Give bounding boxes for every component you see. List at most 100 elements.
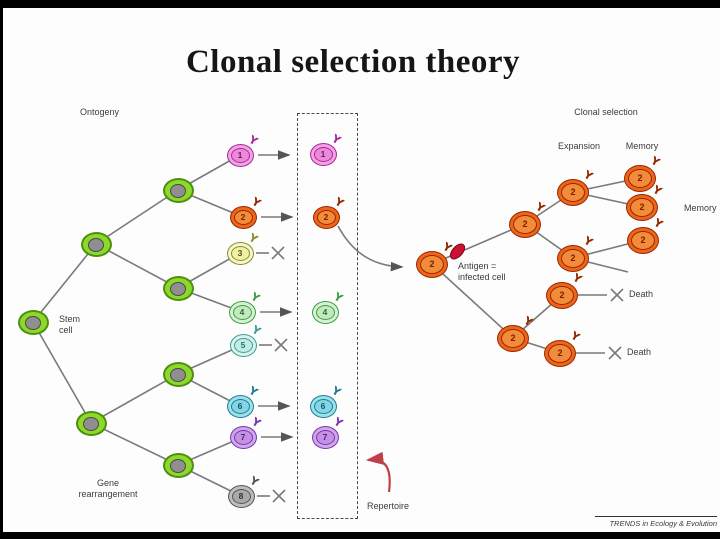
cell-number: 2 [513, 214, 537, 234]
nucleus [83, 417, 99, 432]
cell-number: 2 [501, 328, 525, 348]
label-expansion: Expansion [557, 141, 601, 151]
receptor-icon: Y [332, 194, 346, 210]
stem-cell [162, 452, 194, 478]
bottom-border-bar [0, 532, 720, 539]
cell-number: 3 [230, 245, 250, 261]
receptor-icon: Y [246, 230, 260, 246]
stem-cell [162, 275, 194, 301]
receptor-icon: Y [249, 414, 263, 430]
receptor-icon: Y [651, 215, 665, 231]
repertoire-box [297, 113, 358, 519]
journal-credit: TRENDS in Ecology & Evolution [595, 516, 717, 528]
label-stem-line2: cell [59, 325, 73, 335]
receptor-icon: Y [247, 473, 261, 489]
receptor-icon: Y [521, 313, 535, 329]
label-antigen-line1: Antigen = [458, 261, 497, 271]
nucleus [25, 316, 41, 331]
nucleus [170, 282, 186, 297]
receptor-icon: Y [246, 383, 260, 399]
cell-number: 6 [230, 398, 250, 414]
label-ontogeny: Ontogeny [80, 107, 120, 117]
repertoire-arrow [365, 451, 391, 493]
label-death-bottom: Death [627, 347, 652, 357]
label-gene-rearrangement: Gene rearrangement [58, 478, 158, 500]
cell-number: 2 [631, 230, 655, 250]
cell-number: 7 [233, 429, 253, 445]
receptor-icon: Y [329, 383, 343, 399]
cell-number: 2 [561, 182, 585, 202]
receptor-icon: Y [581, 233, 595, 249]
receptor-icon: Y [246, 132, 260, 148]
receptor-icon: Y [581, 167, 595, 183]
stem-cell [80, 231, 112, 257]
cell-number: 2 [628, 168, 652, 188]
cell-number: 6 [313, 398, 333, 414]
cell-number: 4 [315, 304, 335, 320]
cell-number: 2 [630, 197, 654, 217]
label-gene-line2: rearrangement [78, 489, 138, 499]
stem-cell [75, 410, 107, 436]
receptor-icon: Y [329, 131, 343, 147]
cell-number: 2 [548, 343, 572, 363]
nucleus [170, 184, 186, 199]
cell-number: 8 [231, 488, 251, 504]
receptor-icon: Y [331, 289, 345, 305]
label-memory-right: Memory [684, 203, 717, 213]
label-clonal-selection: Clonal selection [574, 107, 638, 117]
nucleus [170, 459, 186, 474]
receptor-icon: Y [648, 153, 662, 169]
receptor-icon: Y [248, 289, 262, 305]
stem-cell [17, 309, 49, 335]
label-stem-line1: Stem [59, 314, 81, 324]
receptor-icon: Y [331, 414, 345, 430]
cell-number: 1 [313, 146, 333, 162]
stem-cell [162, 361, 194, 387]
cell-number: 2 [316, 209, 336, 225]
cell-number: 1 [230, 147, 250, 163]
slide-title: Clonal selection theory [185, 44, 521, 81]
cell-number: 2 [420, 254, 444, 274]
receptor-icon: Y [249, 194, 263, 210]
label-repertoire: Repertoire [367, 501, 410, 511]
cell-number: 4 [232, 304, 252, 320]
cell-number: 2 [550, 285, 574, 305]
receptor-icon: Y [568, 328, 582, 344]
label-death-top: Death [629, 289, 654, 299]
left-border-bar [0, 8, 3, 532]
cell-number: 2 [561, 248, 585, 268]
label-stem-cell: Stem cell [59, 314, 80, 336]
top-border-bar [0, 0, 720, 8]
nucleus [88, 238, 104, 253]
cell-number: 5 [233, 337, 253, 353]
label-antigen: Antigen = infected cell [458, 261, 506, 283]
stem-cell [162, 177, 194, 203]
label-gene-line1: Gene [96, 478, 120, 488]
cell-number: 7 [315, 429, 335, 445]
receptor-icon: Y [570, 270, 584, 286]
nucleus [170, 368, 186, 383]
